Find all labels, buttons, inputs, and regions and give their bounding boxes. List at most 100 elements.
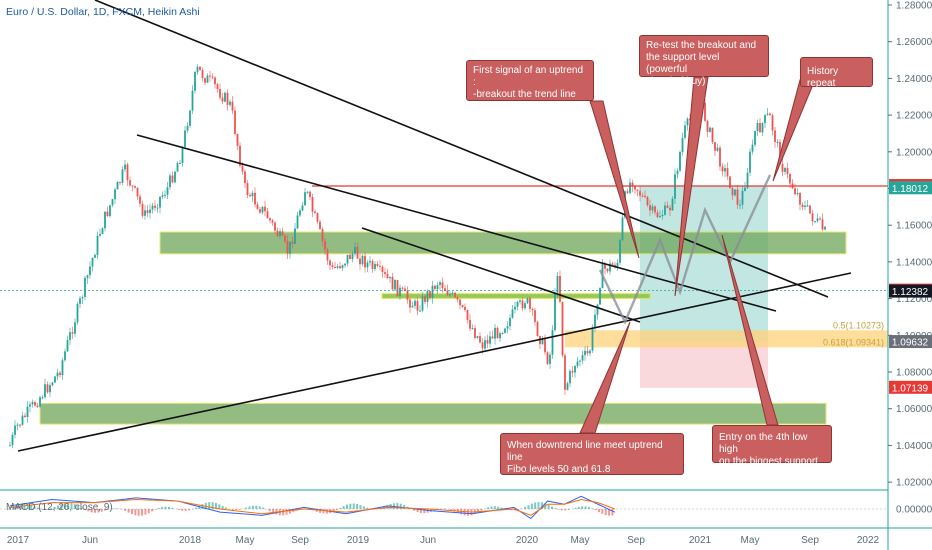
candle	[536, 321, 539, 336]
candle	[436, 285, 439, 289]
macd-histogram-bar	[87, 509, 90, 512]
candle	[271, 220, 274, 223]
macd-histogram-bar	[23, 503, 26, 509]
candle	[289, 241, 291, 254]
candle	[509, 317, 511, 327]
candle	[609, 263, 611, 272]
candle	[434, 285, 436, 289]
candle	[496, 327, 499, 339]
time-tick-label: 2018	[179, 535, 202, 546]
candle	[501, 332, 504, 334]
candle	[164, 194, 166, 196]
candle	[554, 292, 556, 331]
candle	[651, 206, 654, 211]
macd-histogram-bar	[154, 509, 157, 510]
candle	[494, 327, 496, 339]
time-tick-label: 2021	[689, 535, 712, 546]
macd-histogram-bar	[60, 504, 63, 509]
macd-histogram-bar	[198, 505, 201, 509]
macd-histogram-bar	[537, 502, 540, 509]
candle	[34, 402, 36, 406]
candle	[726, 168, 729, 177]
candle	[346, 254, 349, 264]
candle	[331, 265, 334, 267]
candle	[139, 196, 141, 204]
candle	[564, 355, 566, 390]
candle	[604, 263, 606, 269]
candle	[519, 300, 521, 302]
candle	[524, 303, 526, 309]
candle	[156, 207, 159, 209]
candle	[421, 296, 424, 311]
candle	[186, 125, 189, 131]
candle	[74, 322, 76, 334]
candle	[354, 246, 356, 254]
downtrend-line-long	[94, 0, 829, 298]
candle	[456, 297, 459, 300]
candle	[231, 101, 234, 111]
candle	[404, 288, 406, 291]
macd-histogram-bar	[490, 506, 493, 509]
candle	[499, 333, 501, 339]
macd-histogram-bar	[282, 509, 285, 516]
macd-histogram-bar	[164, 506, 167, 509]
candle	[129, 180, 131, 186]
candle	[411, 305, 414, 308]
candle	[206, 75, 209, 83]
candle	[606, 268, 609, 272]
macd-histogram-bar	[268, 509, 271, 512]
macd-histogram-bar	[63, 503, 66, 509]
macd-histogram-bar	[214, 502, 217, 509]
candle	[676, 170, 679, 175]
macd-histogram-bar	[608, 509, 611, 516]
candle	[219, 88, 221, 98]
macd-histogram-bar	[130, 509, 133, 515]
macd-histogram-bar	[419, 509, 422, 514]
candle	[264, 206, 266, 212]
candle	[339, 266, 341, 269]
time-tick-label: Sep	[627, 535, 645, 546]
candle	[541, 338, 544, 345]
candle	[89, 266, 91, 276]
candle	[516, 301, 519, 307]
macd-histogram-bar	[178, 509, 180, 510]
candle	[11, 434, 14, 446]
candle	[731, 188, 734, 196]
candle	[619, 240, 621, 263]
candle	[586, 350, 589, 354]
candle	[14, 425, 16, 435]
candle	[569, 370, 571, 384]
candle	[809, 205, 811, 214]
macd-histogram-bar	[225, 507, 228, 509]
candle	[729, 176, 731, 189]
resistance-zone	[159, 231, 847, 255]
macd-histogram-bar	[500, 507, 503, 509]
uptrend-line	[17, 272, 852, 452]
macd-histogram-bar	[70, 503, 73, 509]
macd-histogram-bar	[33, 506, 36, 509]
candle	[576, 361, 579, 366]
candle	[466, 309, 469, 320]
callout-history-text: History repeat	[807, 66, 839, 89]
candle	[824, 226, 826, 230]
candle	[716, 147, 719, 151]
macd-layer: 0.00000	[0, 495, 932, 520]
candle	[91, 257, 94, 267]
stop-box	[640, 342, 768, 388]
macd-histogram-bar	[285, 509, 288, 515]
candle	[64, 351, 66, 361]
candle	[356, 246, 359, 259]
candle	[291, 241, 294, 244]
candle	[9, 445, 11, 447]
callout-history: History repeat	[800, 57, 873, 89]
macd-histogram-bar	[104, 509, 107, 511]
macd-histogram-bar	[80, 507, 83, 509]
candle	[336, 266, 339, 268]
candle	[141, 203, 144, 216]
candle	[344, 263, 346, 266]
macd-histogram-bar	[77, 505, 80, 509]
macd-histogram-bar	[396, 503, 399, 509]
callout-downtrend-meet-text: When downtrend line meet uptrend line Fi…	[507, 440, 663, 475]
time-tick-label: May	[741, 535, 760, 546]
macd-histogram-bar	[567, 509, 570, 510]
